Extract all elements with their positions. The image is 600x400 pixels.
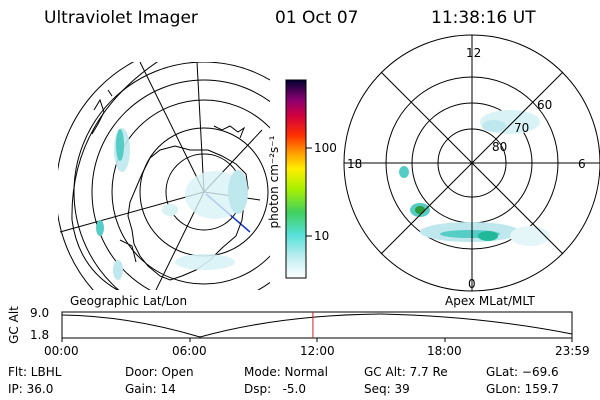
glat-info: GLat: −69.6: [486, 365, 559, 379]
altitude-ylabel: GC Alt: [7, 305, 21, 345]
seq-info: Seq: 39: [364, 382, 410, 396]
right-map-caption: Apex MLat/MLT: [445, 294, 535, 308]
gc-alt-info: GC Alt: 7.7 Re: [364, 365, 448, 379]
altitude-ytick-low: 1.8: [30, 328, 49, 342]
gain-info: Gain: 14: [125, 382, 176, 396]
glon-info: GLon: 159.7: [486, 382, 559, 396]
mlt-label-6: 6: [578, 157, 586, 171]
colorbar: [286, 80, 312, 278]
ip-info: IP: 36.0: [8, 382, 53, 396]
time-tick-2359: 23:59: [555, 344, 590, 358]
colorbar-unit-label: photon cm⁻²s⁻¹: [267, 122, 281, 242]
mlat-label-80: 80: [492, 140, 507, 154]
time-tick-1800: 18:00: [427, 344, 462, 358]
mlat-label-60: 60: [537, 98, 552, 112]
colorbar-tick-100: 100: [314, 141, 337, 155]
time-tick-0000: 00:00: [44, 344, 79, 358]
altitude-ytick-high: 9.0: [30, 306, 49, 320]
meridian: [197, 62, 204, 192]
altitude-plot: [62, 312, 572, 342]
meridian: [140, 62, 204, 192]
mlt-label-12: 12: [466, 46, 481, 60]
time-tick-0600: 06:00: [172, 344, 207, 358]
colorbar-tick-10: 10: [314, 229, 329, 243]
mode-info: Mode: Normal: [244, 365, 328, 379]
time-tick-1200: 12:00: [300, 344, 335, 358]
left-map-caption: Geographic Lat/Lon: [70, 294, 187, 308]
door-info: Door: Open: [125, 365, 194, 379]
mlt-label-0: 0: [468, 277, 476, 291]
mlat-label-70: 70: [514, 121, 529, 135]
mlt-label-18: 18: [347, 157, 362, 171]
apex-map: [344, 35, 600, 291]
filter-info: Flt: LBHL: [8, 365, 61, 379]
dsp-info: Dsp: -5.0: [244, 382, 306, 396]
